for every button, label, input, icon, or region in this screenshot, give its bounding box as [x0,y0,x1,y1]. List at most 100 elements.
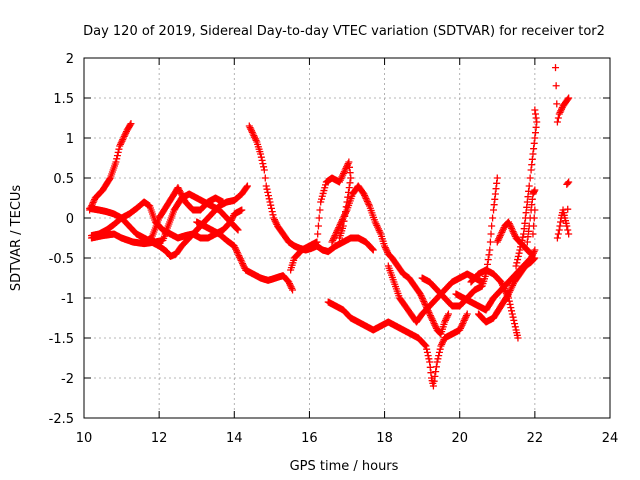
data-point [243,183,251,191]
data-point [266,198,274,206]
x-tick-label: 22 [527,431,544,446]
data-point [333,227,341,235]
data-point [484,256,492,264]
data-point [234,250,242,258]
x-tick-label: 20 [451,431,468,446]
data-point [496,233,504,241]
series-arc-f [193,218,297,294]
data-point [269,211,277,219]
data-point [495,235,503,243]
series-arc-t [553,178,573,242]
data-point [418,293,426,301]
data-point [557,107,565,115]
data-point [493,238,501,246]
x-tick-label: 14 [226,431,243,446]
data-point [563,222,571,230]
data-point [316,206,324,214]
data-point [431,321,439,329]
data-point [382,245,390,253]
data-point [365,201,373,208]
data-point [500,284,508,292]
data-point [115,145,123,153]
data-point [494,236,502,244]
data-point [260,163,268,171]
x-tick-label: 18 [376,431,393,446]
data-point [564,95,572,103]
data-point [240,263,248,271]
data-point [257,153,265,161]
data-point [420,298,428,305]
data-point [564,205,572,213]
data-point [364,199,372,207]
data-point [530,214,538,222]
data-point [246,124,254,132]
data-point [558,105,566,113]
data-point [526,249,534,257]
data-point [288,284,296,292]
data-point [529,230,537,238]
data-point [564,179,572,187]
data-point [335,224,343,232]
data-point [381,244,389,252]
data-point [338,216,346,224]
data-point [264,192,272,200]
data-point [554,114,562,122]
data-point [511,323,519,331]
data-point [329,236,337,244]
data-point [361,192,369,199]
data-point [552,82,560,90]
data-point [369,246,377,254]
data-point [487,230,495,238]
data-point [106,175,114,183]
data-point [116,142,124,150]
data-point [237,256,245,264]
data-point [529,256,537,264]
data-point [508,224,516,232]
data-point [514,252,522,260]
y-tick-label: -1.5 [49,332,74,347]
data-point [331,232,339,240]
data-point [417,292,425,299]
data-point [437,342,445,350]
data-point [342,208,350,216]
data-point [332,228,340,236]
data-point [525,182,533,190]
data-point [426,312,434,320]
series-arc-g [245,122,377,256]
data-point [285,278,293,286]
data-point [436,329,444,337]
data-point [428,315,436,323]
data-point [456,326,464,334]
y-tick-label: -0.5 [49,252,74,267]
data-point [341,166,349,174]
data-point [420,299,428,307]
data-point [257,150,265,158]
data-point [459,320,467,328]
data-point [486,246,494,254]
data-point [432,368,440,376]
data-point [434,355,442,363]
data-point [332,230,340,238]
data-point [235,252,243,260]
data-point [230,242,238,250]
data-point [114,148,122,156]
data-point [90,197,98,205]
x-axis-ticks: 10 12 14 16 18 20 22 24 [76,58,618,446]
data-point [511,231,519,239]
data-point [499,281,507,289]
data-point [565,178,573,186]
data-point [499,225,507,233]
data-point [425,355,433,363]
data-point [360,190,368,198]
data-point [232,245,240,253]
plot-frame [83,57,611,419]
data-point [497,230,505,238]
data-point [330,233,338,241]
data-point [461,315,469,323]
data-point [248,128,256,136]
data-point [251,135,259,143]
chart-title: Day 120 of 2019, Sidereal Day-to-day VTE… [83,24,605,39]
data-point [416,290,424,298]
data-point [344,160,352,168]
